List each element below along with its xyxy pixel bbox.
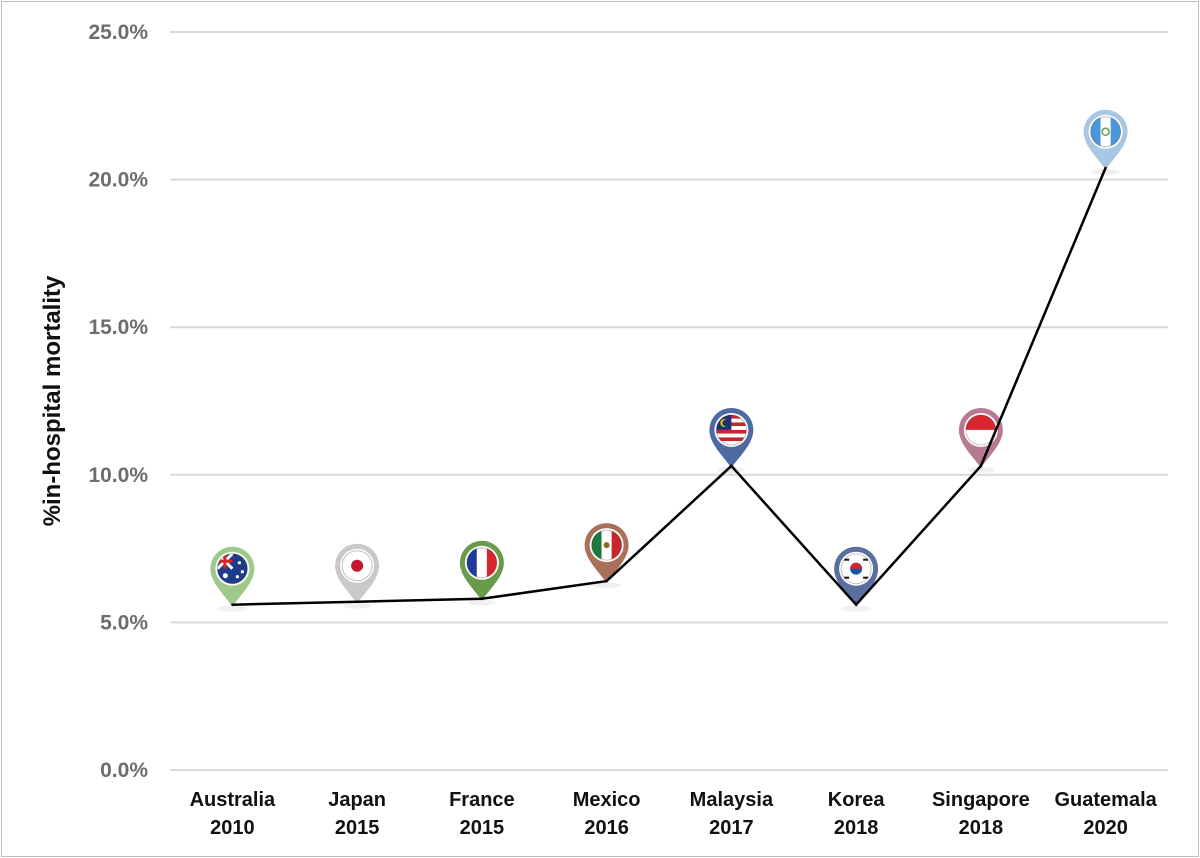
y-tick-label: 25.0% xyxy=(88,21,148,44)
x-tick-label-year: 2018 xyxy=(834,817,879,839)
flag xyxy=(965,414,996,445)
x-tick-label-year: 2015 xyxy=(335,817,380,839)
y-tick-label: 10.0% xyxy=(88,464,148,487)
singapore-flag-pin-icon xyxy=(958,407,1003,473)
y-tick-label: 5.0% xyxy=(100,611,148,634)
data-point xyxy=(854,603,858,606)
x-tick-label-country: Korea xyxy=(828,789,886,811)
mexico-flag-pin-icon xyxy=(584,523,629,589)
data-point xyxy=(480,597,484,600)
malaysia-flag-pin-icon xyxy=(709,407,754,473)
data-point xyxy=(730,464,733,468)
data-point xyxy=(355,600,359,603)
flag xyxy=(342,550,373,581)
y-tick-label: 0.0% xyxy=(100,759,148,782)
australia-flag-pin-icon xyxy=(210,546,255,612)
y-tick-label: 15.0% xyxy=(88,316,148,339)
korea-flag-pin-icon xyxy=(834,546,879,612)
x-tick-label-country: Mexico xyxy=(573,789,641,811)
x-tick-label-year: 2018 xyxy=(959,817,1004,839)
x-tick-label-country: Singapore xyxy=(932,789,1030,811)
data-point xyxy=(1104,166,1107,169)
x-tick-label-country: Guatemala xyxy=(1054,789,1157,811)
flag xyxy=(1090,116,1121,147)
data-point xyxy=(605,579,608,583)
flag xyxy=(841,553,872,584)
series-line xyxy=(232,167,1107,607)
x-tick-label-year: 2016 xyxy=(584,817,629,839)
y-axis-label: %in-hospital mortality xyxy=(39,275,66,526)
france-flag-pin-icon xyxy=(459,540,504,606)
guatemala-flag-pin-icon xyxy=(1083,109,1128,175)
data-point xyxy=(231,603,234,606)
x-tick-label-country: France xyxy=(449,789,515,811)
x-tick-label-year: 2020 xyxy=(1083,817,1128,839)
x-tick-label-year: 2015 xyxy=(460,817,505,839)
x-tick-label-country: Malaysia xyxy=(690,789,774,811)
japan-flag-pin-icon xyxy=(335,543,380,609)
flag xyxy=(466,547,497,578)
flag xyxy=(217,553,248,584)
flag xyxy=(591,530,622,561)
x-tick-label-year: 2010 xyxy=(210,817,255,839)
x-tick-label-country: Japan xyxy=(328,789,386,811)
x-tick-label-year: 2017 xyxy=(709,817,754,839)
flag xyxy=(716,414,747,445)
y-tick-label: 20.0% xyxy=(88,169,148,192)
data-point xyxy=(979,464,983,468)
x-tick-label-country: Australia xyxy=(190,789,276,811)
